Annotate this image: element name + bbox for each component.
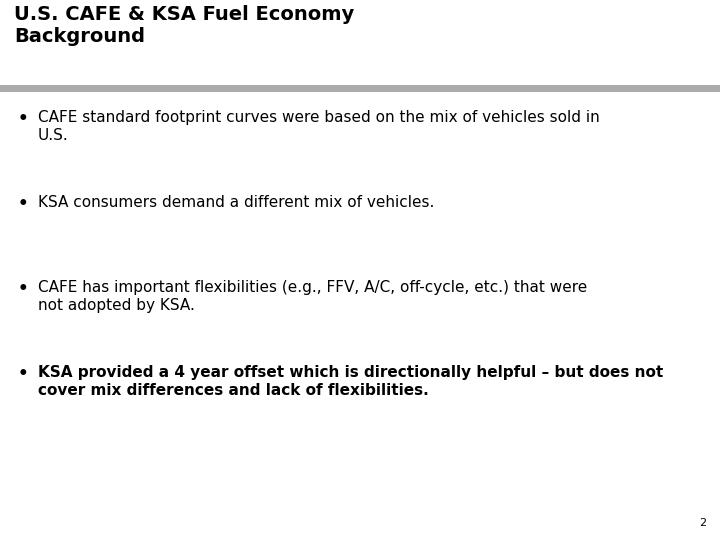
Text: •: • bbox=[18, 280, 29, 298]
Text: U.S.: U.S. bbox=[38, 128, 68, 143]
Text: 2: 2 bbox=[699, 518, 706, 528]
Text: Background: Background bbox=[14, 27, 145, 46]
Text: CAFE has important flexibilities (e.g., FFV, A/C, off-cycle, etc.) that were: CAFE has important flexibilities (e.g., … bbox=[38, 280, 588, 295]
Text: KSA provided a 4 year offset which is directionally helpful – but does not: KSA provided a 4 year offset which is di… bbox=[38, 365, 663, 380]
Text: cover mix differences and lack of flexibilities.: cover mix differences and lack of flexib… bbox=[38, 383, 428, 398]
Text: •: • bbox=[18, 365, 29, 383]
Text: •: • bbox=[18, 110, 29, 128]
Text: CAFE standard footprint curves were based on the mix of vehicles sold in: CAFE standard footprint curves were base… bbox=[38, 110, 600, 125]
Text: •: • bbox=[18, 195, 29, 213]
Text: U.S. CAFE & KSA Fuel Economy: U.S. CAFE & KSA Fuel Economy bbox=[14, 5, 354, 24]
Text: KSA consumers demand a different mix of vehicles.: KSA consumers demand a different mix of … bbox=[38, 195, 434, 210]
Text: not adopted by KSA.: not adopted by KSA. bbox=[38, 298, 195, 313]
